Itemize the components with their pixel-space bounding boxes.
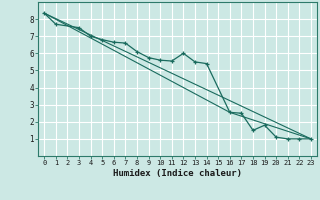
X-axis label: Humidex (Indice chaleur): Humidex (Indice chaleur) xyxy=(113,169,242,178)
